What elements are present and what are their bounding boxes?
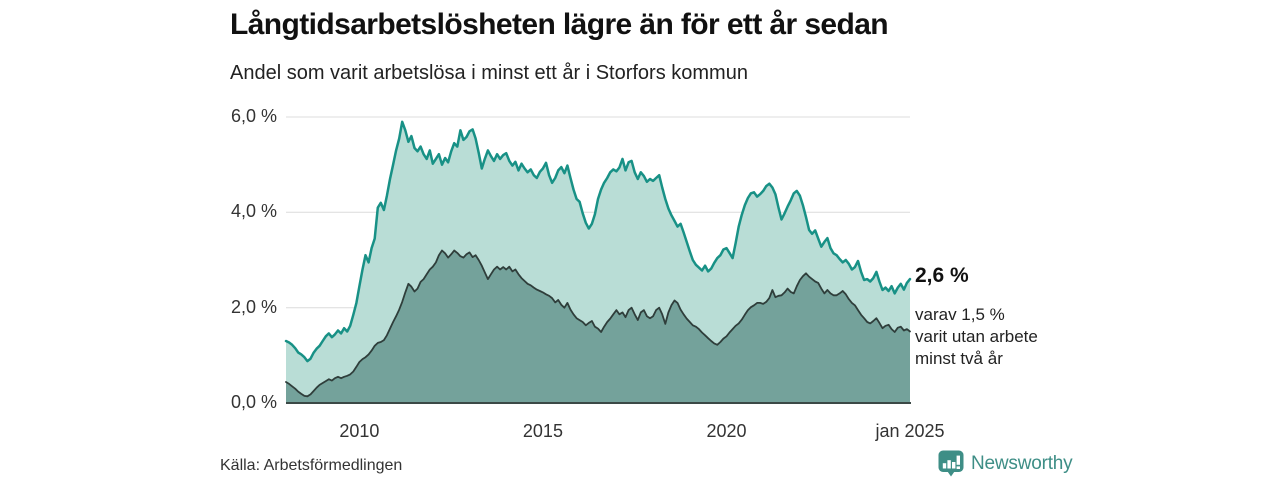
series-line-2yr (285, 249, 911, 398)
source-credit: Källa: Arbetsförmedlingen (220, 457, 403, 474)
x-axis-tick: 2015 (522, 421, 563, 441)
note-line: varit utan arbete (915, 327, 1038, 347)
newsworthy-logo[interactable]: Newsworthy (938, 450, 1073, 477)
note-line: varav 1,5 % (915, 305, 1005, 325)
x-axis-tick: 2020 (706, 421, 747, 441)
newsworthy-wordmark: Newsworthy (971, 452, 1073, 474)
page-title: Långtidsarbetslösheten lägre än för ett … (230, 8, 889, 41)
chart-subtitle: Andel som varit arbetslösa i minst ett å… (230, 62, 748, 84)
y-axis-tick: 2,0 % (230, 296, 277, 317)
newsworthy-logo-icon (938, 450, 964, 477)
series-area-2yr (286, 250, 910, 403)
series-line-1yr (284, 120, 912, 363)
x-axis-tick: 2010 (339, 421, 380, 441)
x-axis-tick: jan 2025 (875, 421, 945, 441)
y-axis-tick: 6,0 % (230, 106, 277, 126)
end-value-label: 2,6 % (915, 264, 969, 288)
y-axis-tick: 4,0 % (230, 201, 277, 222)
end-value-annotation: 2,6 % varav 1,5 % varit utan arbete mins… (915, 264, 1065, 370)
end-value-note: varav 1,5 % varit utan arbete minst två … (915, 304, 1065, 370)
y-axis-tick: 0,0 % (230, 392, 277, 412)
note-line: minst två år (915, 349, 1003, 369)
